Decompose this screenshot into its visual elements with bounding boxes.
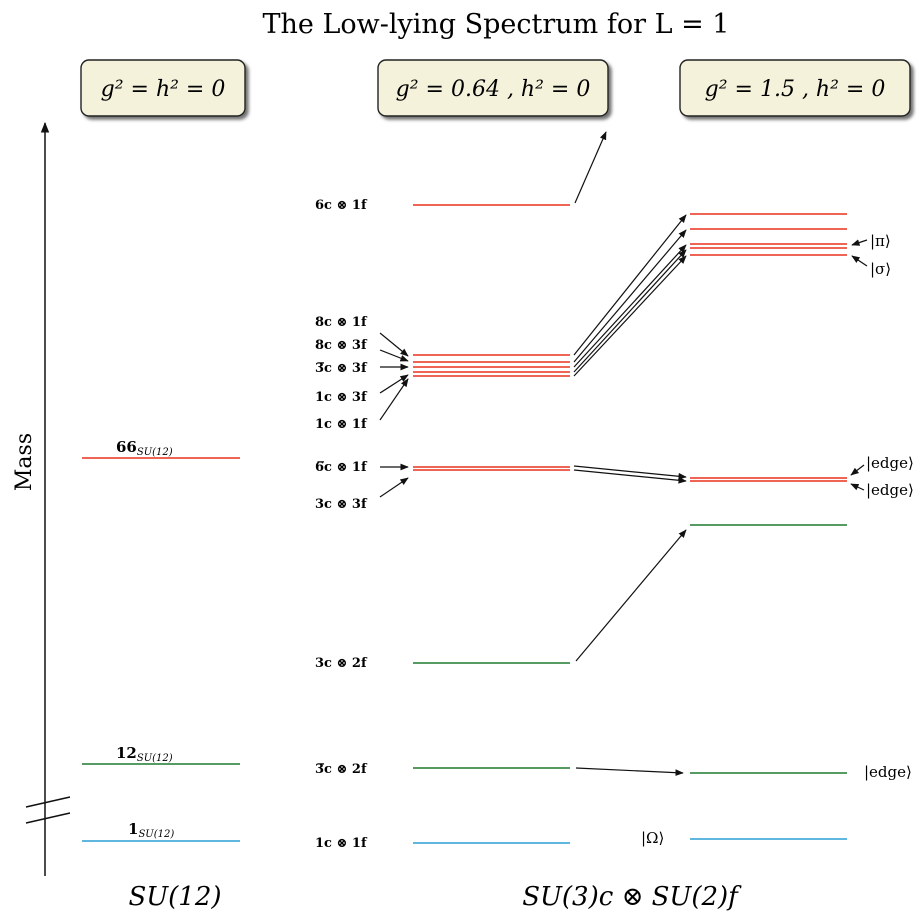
param-box-label: g² = 0.64 , h² = 0 [396,77,591,102]
axis-break-mark [25,796,71,808]
label-8c-1f: 8c ⊗ 1f [315,315,368,330]
label-omega: |Ω⟩ [641,829,664,847]
label-1c-1f-lower: 1c ⊗ 1f [315,836,368,851]
right-pointer-arrows [850,239,868,491]
label-sigma: |σ⟩ [870,260,891,278]
label-3c-2f: 3c ⊗ 2f [315,656,368,671]
group-label-su3-su2: SU(3)c ⊗ SU(2)f [522,882,742,912]
label-1-su12: 1SU(12) [128,820,174,840]
label-1c-1f-upper: 1c ⊗ 1f [315,417,368,432]
level-cluster-upper-right [690,213,847,256]
param-box-right: g² = 1.5 , h² = 0 [679,59,911,117]
level-cluster-lower-right [690,477,847,482]
label-8c-3f: 8c ⊗ 3f [315,338,368,353]
mass-axis-label: Mass [12,433,37,491]
label-3bar-3f: 3̅c ⊗ 3f [315,361,368,376]
label-6c-1f: 6c ⊗ 1f [315,198,368,213]
param-box-su12: g² = h² = 0 [80,59,246,117]
label-edge-1: |edge⟩ [866,454,914,472]
label-pointer-arrows [379,332,409,498]
label-3c-3f: 3c ⊗ 3f [315,497,368,512]
diagram-title: The Low-lying Spectrum for L = 1 [262,9,729,40]
level-cluster-lower-mid [413,466,570,471]
label-6bar-1f: 6̅c ⊗ 1f [315,460,368,475]
param-box-mid: g² = 0.64 , h² = 0 [377,59,609,117]
label-edge-3: |edge⟩ [864,763,912,781]
transition-arrows [573,131,687,777]
label-3bar-2f: 3̅c ⊗ 2f [315,762,368,777]
param-box-label: g² = 1.5 , h² = 0 [705,77,886,102]
label-1c-3f: 1c ⊗ 3f [315,390,368,405]
label-12-su12: 12SU(12) [116,744,173,764]
param-box-label: g² = h² = 0 [101,77,226,102]
group-label-su12: SU(12) [128,882,221,912]
level-cluster-upper-mid [413,354,570,377]
label-edge-2: |edge⟩ [866,481,914,499]
label-pi: |π⟩ [870,232,891,250]
axis-break-mark [25,812,71,824]
label-66-su12: 66SU(12) [116,438,173,458]
